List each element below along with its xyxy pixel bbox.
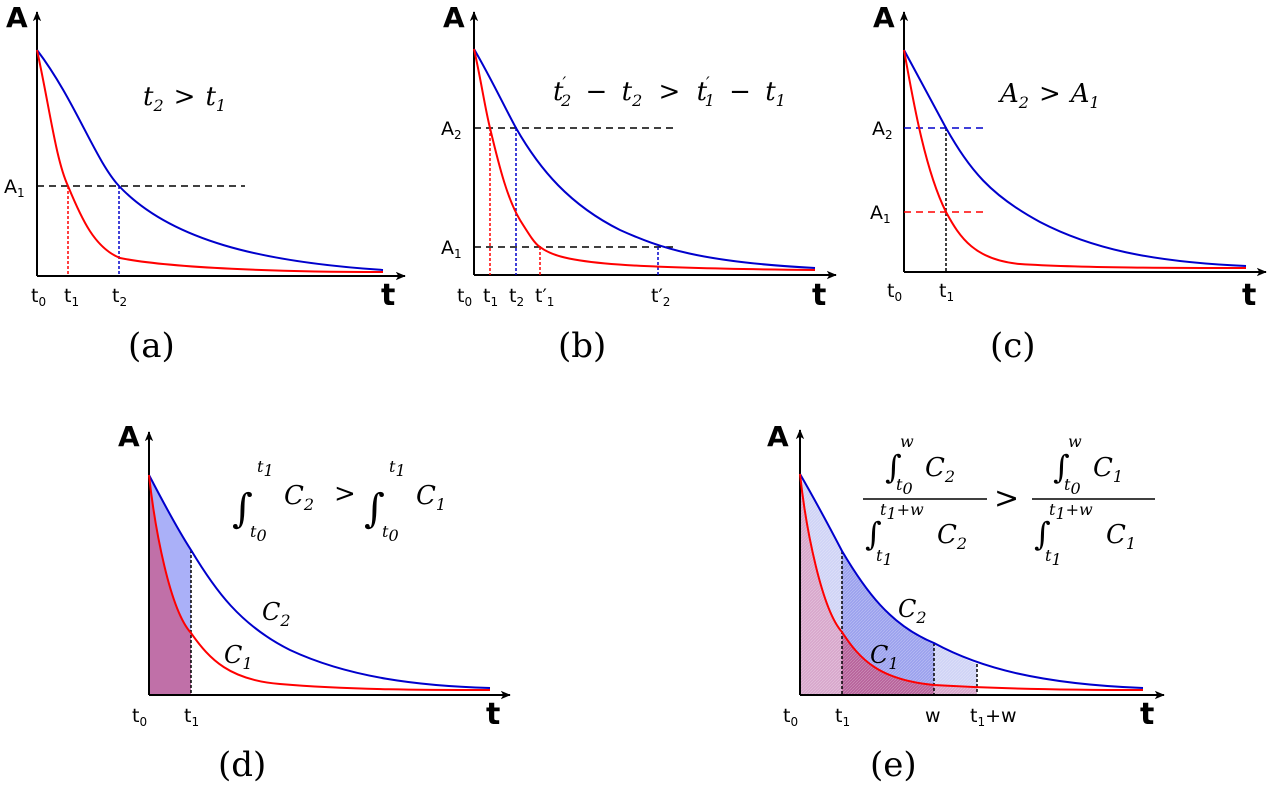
svg-text:t1: t1 (257, 457, 274, 480)
c1-label: C1 (224, 641, 253, 673)
c2-curve (36, 49, 384, 271)
svg-text:C2: C2 (284, 481, 314, 514)
x-axis-label: t (812, 278, 826, 313)
svg-text:C2: C2 (925, 453, 955, 486)
y-axis-label: A (443, 1, 465, 34)
c2-curve (148, 474, 491, 689)
svg-text:∫: ∫ (232, 486, 253, 532)
c2-label: C2 (262, 598, 291, 630)
caption-a: (a) (128, 326, 175, 366)
x-tick-t1: t1 (483, 285, 498, 309)
c1-curve (36, 49, 384, 273)
x-tick-t1: t1 (64, 285, 79, 309)
svg-text:C1: C1 (1093, 453, 1123, 486)
c2-label: C2 (898, 595, 927, 627)
y-tick-a1: A1 (4, 176, 25, 200)
x-tick-w: w (925, 705, 941, 727)
svg-text:∫: ∫ (1034, 515, 1051, 553)
x-axis-label: t (1242, 278, 1256, 313)
formula-b: t′ 2 − t2 > t′ 1 − t1 (553, 73, 786, 113)
x-tick-t0: t0 (132, 705, 147, 729)
panel-b: A t A2 A1 t0 t1 t2 t′1 t′2 t′ 2 − t2 > t′… (441, 1, 837, 366)
panel-d: A t C2 C1 t0 t1 ∫ t1 t0 C2 > ∫ t1 t0 C1 … (118, 420, 511, 785)
hatch-overlay (800, 470, 978, 696)
x-tick-t0: t0 (783, 705, 798, 729)
svg-text:∫: ∫ (865, 515, 882, 553)
svg-text:w: w (1068, 432, 1082, 451)
y-axis-label: A (873, 1, 895, 34)
formula-a: t2 > t1 (143, 82, 226, 115)
svg-text:t0: t0 (250, 522, 267, 545)
svg-text:t1: t1 (1045, 546, 1062, 569)
x-axis-label: t (381, 278, 395, 313)
c2-curve (473, 48, 816, 269)
x-tick-t1: t1 (939, 280, 954, 304)
caption-b: (b) (558, 326, 606, 366)
x-tick-t2: t2 (509, 285, 524, 309)
svg-text:C1: C1 (416, 481, 446, 514)
formula-d: ∫ t1 t0 C2 > ∫ t1 t0 C1 (232, 457, 446, 545)
x-axis-label: t (1140, 697, 1154, 732)
caption-d: (d) (218, 745, 266, 785)
formula-e: ∫ w t0 C2 ∫ t1+w t1 C2 > ∫ w t0 C1 ∫ t1+… (863, 432, 1155, 569)
x-tick-t1: t1 (835, 705, 850, 729)
x-tick-t1-plus-w: t1+w (970, 705, 1017, 729)
c1-curve (148, 474, 491, 691)
svg-text:C2: C2 (937, 520, 967, 553)
x-tick-t0: t0 (31, 285, 46, 309)
svg-text:∫: ∫ (885, 448, 902, 486)
c1-curve (799, 473, 1144, 691)
y-tick-a1: A1 (441, 237, 462, 261)
svg-text:>: > (334, 479, 356, 509)
x-tick-t0: t0 (457, 285, 472, 309)
x-tick-t2-prime: t′2 (651, 285, 670, 309)
caption-e: (e) (870, 745, 917, 785)
c2-curve (903, 49, 1247, 267)
x-axis-label: t (486, 697, 500, 732)
c1-label: C1 (870, 641, 899, 673)
y-axis-label: A (118, 420, 140, 453)
svg-text:t0: t0 (382, 522, 399, 545)
panel-e: A t C2 C1 t0 t1 w t1+w ∫ w t0 C2 ∫ t1+w … (767, 420, 1165, 785)
c2-curve (799, 473, 1144, 689)
y-tick-a2: A2 (872, 118, 893, 142)
x-tick-t2: t2 (112, 285, 127, 309)
y-tick-a2: A2 (441, 118, 462, 142)
c1-curve (473, 48, 816, 271)
svg-text:t1: t1 (876, 546, 893, 569)
svg-text:t1: t1 (389, 457, 406, 480)
y-tick-a1: A1 (870, 202, 891, 226)
x-tick-t0: t0 (887, 280, 902, 304)
svg-text:∫: ∫ (364, 486, 385, 532)
svg-text:>: > (994, 481, 1019, 516)
c1-curve (903, 49, 1247, 269)
panel-c: A t A2 A1 t0 t1 A2 > A1 (c) (870, 1, 1267, 366)
svg-text:t0: t0 (1064, 475, 1081, 498)
svg-text:t1+w: t1+w (880, 500, 924, 523)
y-axis-label: A (767, 420, 789, 453)
svg-text:t0: t0 (896, 475, 913, 498)
panel-a: A t A1 t0 t1 t2 t2 > t1 (a) (4, 1, 406, 366)
caption-c: (c) (990, 326, 1036, 366)
c1-fill-region (149, 475, 191, 695)
y-axis-label: A (6, 1, 28, 34)
svg-text:w: w (900, 432, 914, 451)
x-tick-t1: t1 (184, 705, 199, 729)
svg-text:∫: ∫ (1053, 448, 1070, 486)
formula-c: A2 > A1 (998, 79, 1100, 112)
x-tick-t1-prime: t′1 (535, 285, 554, 309)
svg-text:C1: C1 (1106, 520, 1136, 553)
svg-text:t1+w: t1+w (1049, 500, 1093, 523)
